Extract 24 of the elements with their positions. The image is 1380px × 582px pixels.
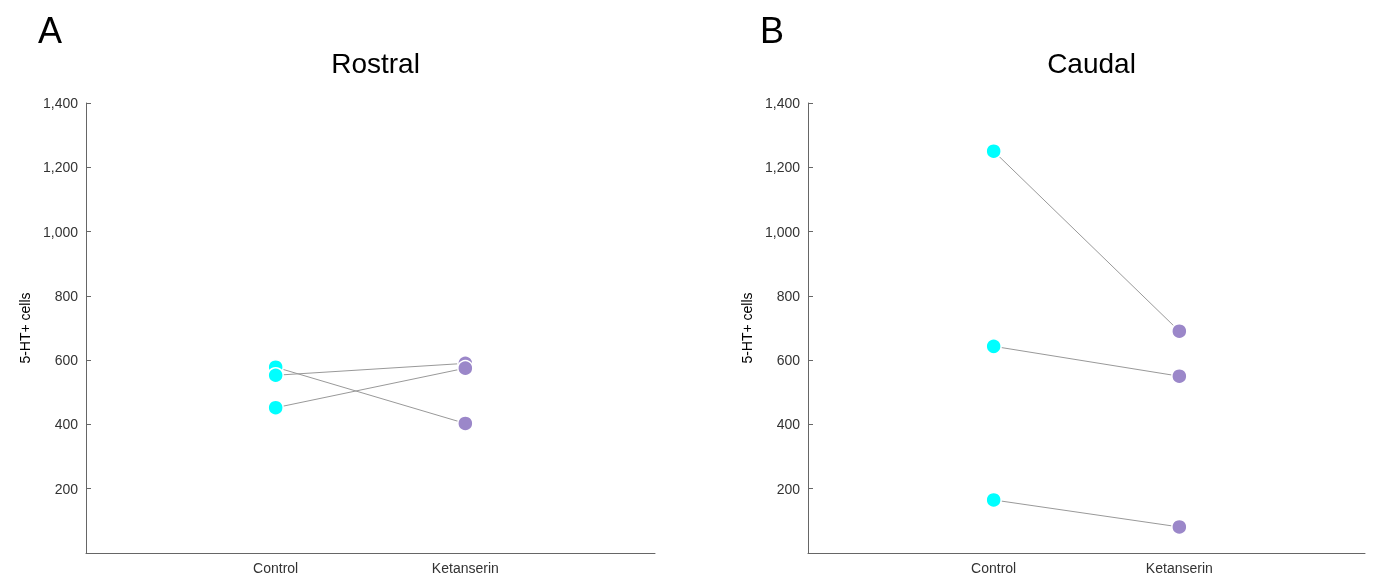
y-tick-label: 800: [54, 287, 79, 304]
y-tick-label: 400: [776, 416, 801, 433]
y-tick-label: 800: [776, 287, 801, 304]
y-tick-label: 1,400: [42, 95, 79, 111]
y-tick-label: 1,000: [764, 223, 801, 240]
y-tick-label: 400: [54, 416, 79, 433]
text: B: [760, 9, 785, 51]
chart-title: Caudal: [1047, 47, 1136, 79]
x-tick-label: Control: [971, 560, 1017, 576]
y-axis-title: 5-HT+ cells: [17, 292, 34, 364]
chart-title: Rostral: [331, 47, 420, 79]
x-tick-label: Ketanserin: [431, 560, 499, 576]
y-tick-label: 1,400: [764, 95, 801, 111]
y-tick-label: 200: [776, 480, 801, 497]
x-tick-label: Control: [253, 560, 299, 576]
y-tick-label: 1,200: [42, 159, 79, 176]
y-axis-title: 5-HT+ cells: [739, 292, 756, 364]
x-tick-label: Ketanserin: [1145, 560, 1213, 576]
y-tick-label: 200: [54, 480, 79, 497]
y-tick-label: 1,200: [764, 159, 801, 176]
text: A: [38, 9, 63, 51]
y-tick-label: 1,000: [42, 223, 79, 240]
y-tick-label: 600: [54, 352, 79, 369]
y-tick-label: 600: [776, 352, 801, 369]
